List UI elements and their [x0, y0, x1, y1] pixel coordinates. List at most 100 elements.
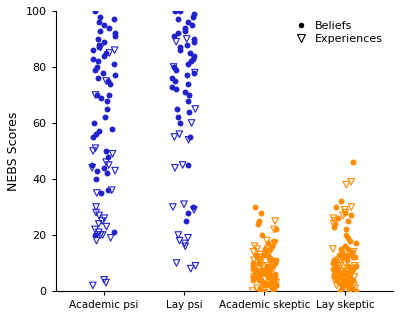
Point [339, 249, 345, 254]
Point [257, 255, 263, 260]
Point [269, 261, 276, 266]
Point [101, 53, 107, 58]
Point [332, 275, 338, 280]
Point [185, 210, 191, 215]
Point [265, 266, 271, 271]
Point [172, 9, 178, 14]
Point [330, 221, 337, 226]
Point [99, 218, 105, 223]
Point [345, 255, 351, 260]
Point [258, 255, 265, 260]
Point [345, 235, 351, 240]
Point [334, 275, 340, 280]
Point [251, 275, 258, 280]
Point [250, 275, 256, 280]
Point [181, 241, 188, 246]
Point [353, 288, 359, 294]
Point [330, 261, 337, 266]
Point [112, 31, 118, 36]
Point [108, 188, 115, 193]
Point [338, 199, 345, 204]
Point [252, 266, 258, 271]
Point [174, 107, 181, 112]
Point [272, 241, 278, 246]
Point [184, 98, 191, 103]
Point [250, 277, 256, 282]
Point [258, 277, 264, 282]
Point [336, 288, 343, 294]
Point [331, 261, 337, 266]
Point [342, 272, 348, 277]
Point [332, 258, 338, 263]
Point [187, 134, 193, 139]
Point [343, 283, 349, 288]
Point [190, 36, 197, 42]
Point [350, 160, 356, 165]
Point [345, 263, 352, 268]
Point [269, 277, 275, 282]
Point [349, 280, 355, 285]
Point [184, 61, 191, 67]
Point [96, 213, 102, 218]
Point [91, 120, 97, 126]
Point [340, 272, 346, 277]
Point [184, 42, 190, 47]
Point [266, 255, 272, 260]
Point [352, 263, 358, 268]
Point [272, 218, 278, 223]
Point [103, 280, 109, 285]
Point [185, 20, 191, 25]
Point [173, 39, 179, 44]
Point [336, 266, 342, 271]
Point [175, 232, 182, 237]
Point [335, 216, 341, 221]
Point [264, 247, 271, 252]
Point [333, 204, 339, 210]
Point [342, 227, 349, 232]
Point [250, 263, 256, 268]
Point [101, 165, 107, 170]
Point [332, 263, 339, 268]
Point [250, 261, 256, 266]
Point [257, 288, 263, 294]
Point [263, 272, 269, 277]
Point [257, 277, 264, 282]
Point [190, 14, 196, 19]
Point [191, 11, 198, 16]
Point [98, 45, 104, 50]
Point [344, 252, 350, 257]
Point [268, 277, 274, 282]
Point [182, 218, 189, 223]
Point [106, 93, 112, 98]
Point [343, 182, 350, 187]
Point [181, 202, 187, 207]
Point [342, 244, 348, 249]
Point [182, 90, 188, 95]
Point [334, 266, 340, 271]
Point [266, 266, 272, 271]
Point [91, 9, 98, 14]
Point [330, 216, 336, 221]
Point [92, 146, 99, 151]
Point [348, 272, 354, 277]
Point [340, 255, 346, 260]
Point [334, 277, 340, 282]
Point [266, 272, 272, 277]
Point [263, 266, 269, 271]
Point [188, 59, 194, 64]
Point [256, 258, 262, 263]
Point [258, 288, 265, 294]
Point [332, 218, 338, 223]
Point [261, 252, 268, 257]
Point [268, 275, 275, 280]
Point [347, 238, 354, 243]
Point [271, 286, 278, 291]
Point [93, 177, 99, 182]
Point [345, 283, 351, 288]
Point [171, 134, 178, 139]
Point [273, 227, 279, 232]
Point [169, 84, 175, 89]
Point [272, 283, 279, 288]
Point [272, 261, 278, 266]
Point [177, 9, 184, 14]
